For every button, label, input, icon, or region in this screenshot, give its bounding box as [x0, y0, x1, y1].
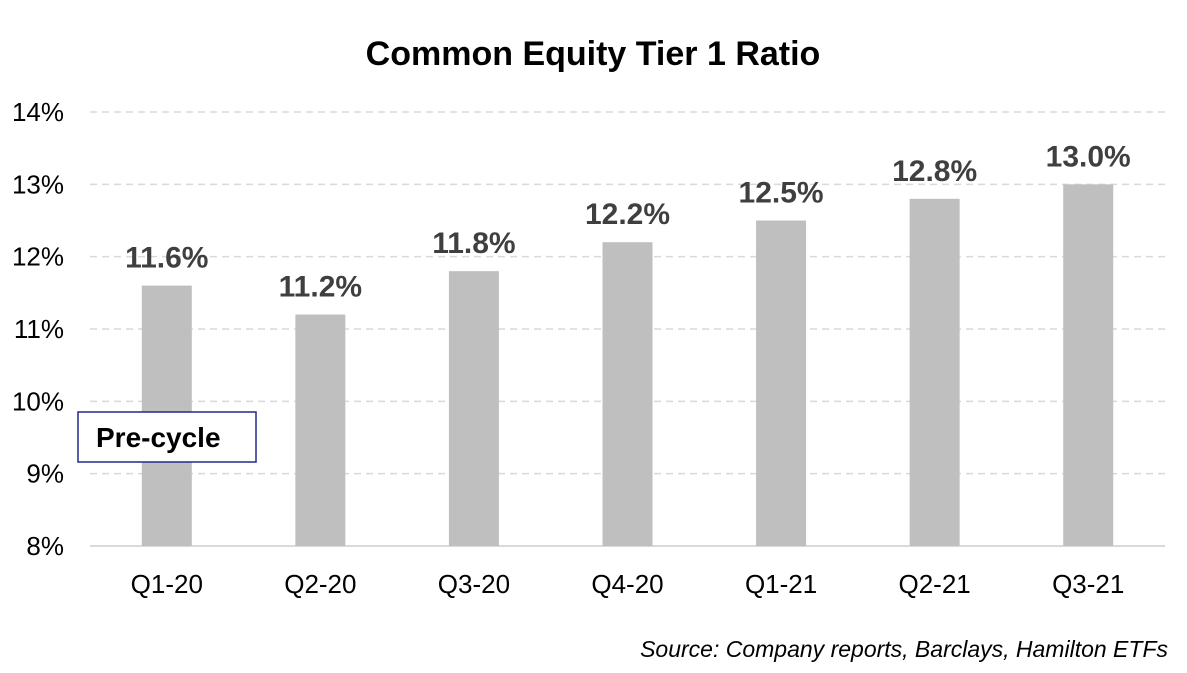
bars [141, 184, 1114, 547]
y-tick-label: 12% [12, 242, 64, 272]
x-tick-label: Q4-20 [591, 569, 663, 599]
x-tick-label: Q2-20 [284, 569, 356, 599]
data-label: 11.2% [279, 271, 362, 304]
data-label: 11.8% [432, 227, 515, 260]
data-label: 11.6% [125, 242, 208, 275]
y-axis-ticks: 8% 9% 10% 11% 12% 13% 14% [12, 97, 64, 561]
data-labels: 11.6% 11.2% 11.8% 12.2% 12.5% 12.8% 13.0% [125, 140, 1131, 303]
bar [756, 220, 807, 546]
y-tick-label: 10% [12, 386, 64, 416]
callout-box [77, 411, 257, 463]
x-tick-label: Q1-21 [745, 569, 817, 599]
data-label: 12.8% [892, 155, 977, 188]
y-tick-label: 8% [26, 531, 64, 561]
y-tick-label: 14% [12, 97, 64, 127]
y-tick-label: 9% [26, 459, 64, 489]
bar [448, 271, 499, 546]
x-axis-ticks: Q1-20 Q2-20 Q3-20 Q4-20 Q1-21 Q2-21 Q3-21 [131, 569, 1125, 599]
data-label: 12.5% [739, 177, 824, 210]
x-tick-label: Q3-21 [1052, 569, 1124, 599]
bar [602, 242, 653, 546]
y-tick-label: 13% [12, 169, 64, 199]
x-tick-label: Q3-20 [438, 569, 510, 599]
callout-text: Pre-cycle [96, 422, 221, 453]
x-tick-label: Q1-20 [131, 569, 203, 599]
data-label: 13.0% [1046, 140, 1131, 173]
bar [295, 314, 346, 546]
bar [909, 198, 960, 547]
data-label: 12.2% [585, 198, 670, 231]
chart-title: Common Equity Tier 1 Ratio [366, 35, 821, 73]
pre-cycle-callout: Pre-cycle [77, 411, 257, 463]
bar [1063, 184, 1114, 547]
y-tick-label: 11% [14, 314, 64, 344]
x-tick-label: Q2-21 [899, 569, 971, 599]
source-note: Source: Company reports, Barclays, Hamil… [640, 636, 1168, 662]
